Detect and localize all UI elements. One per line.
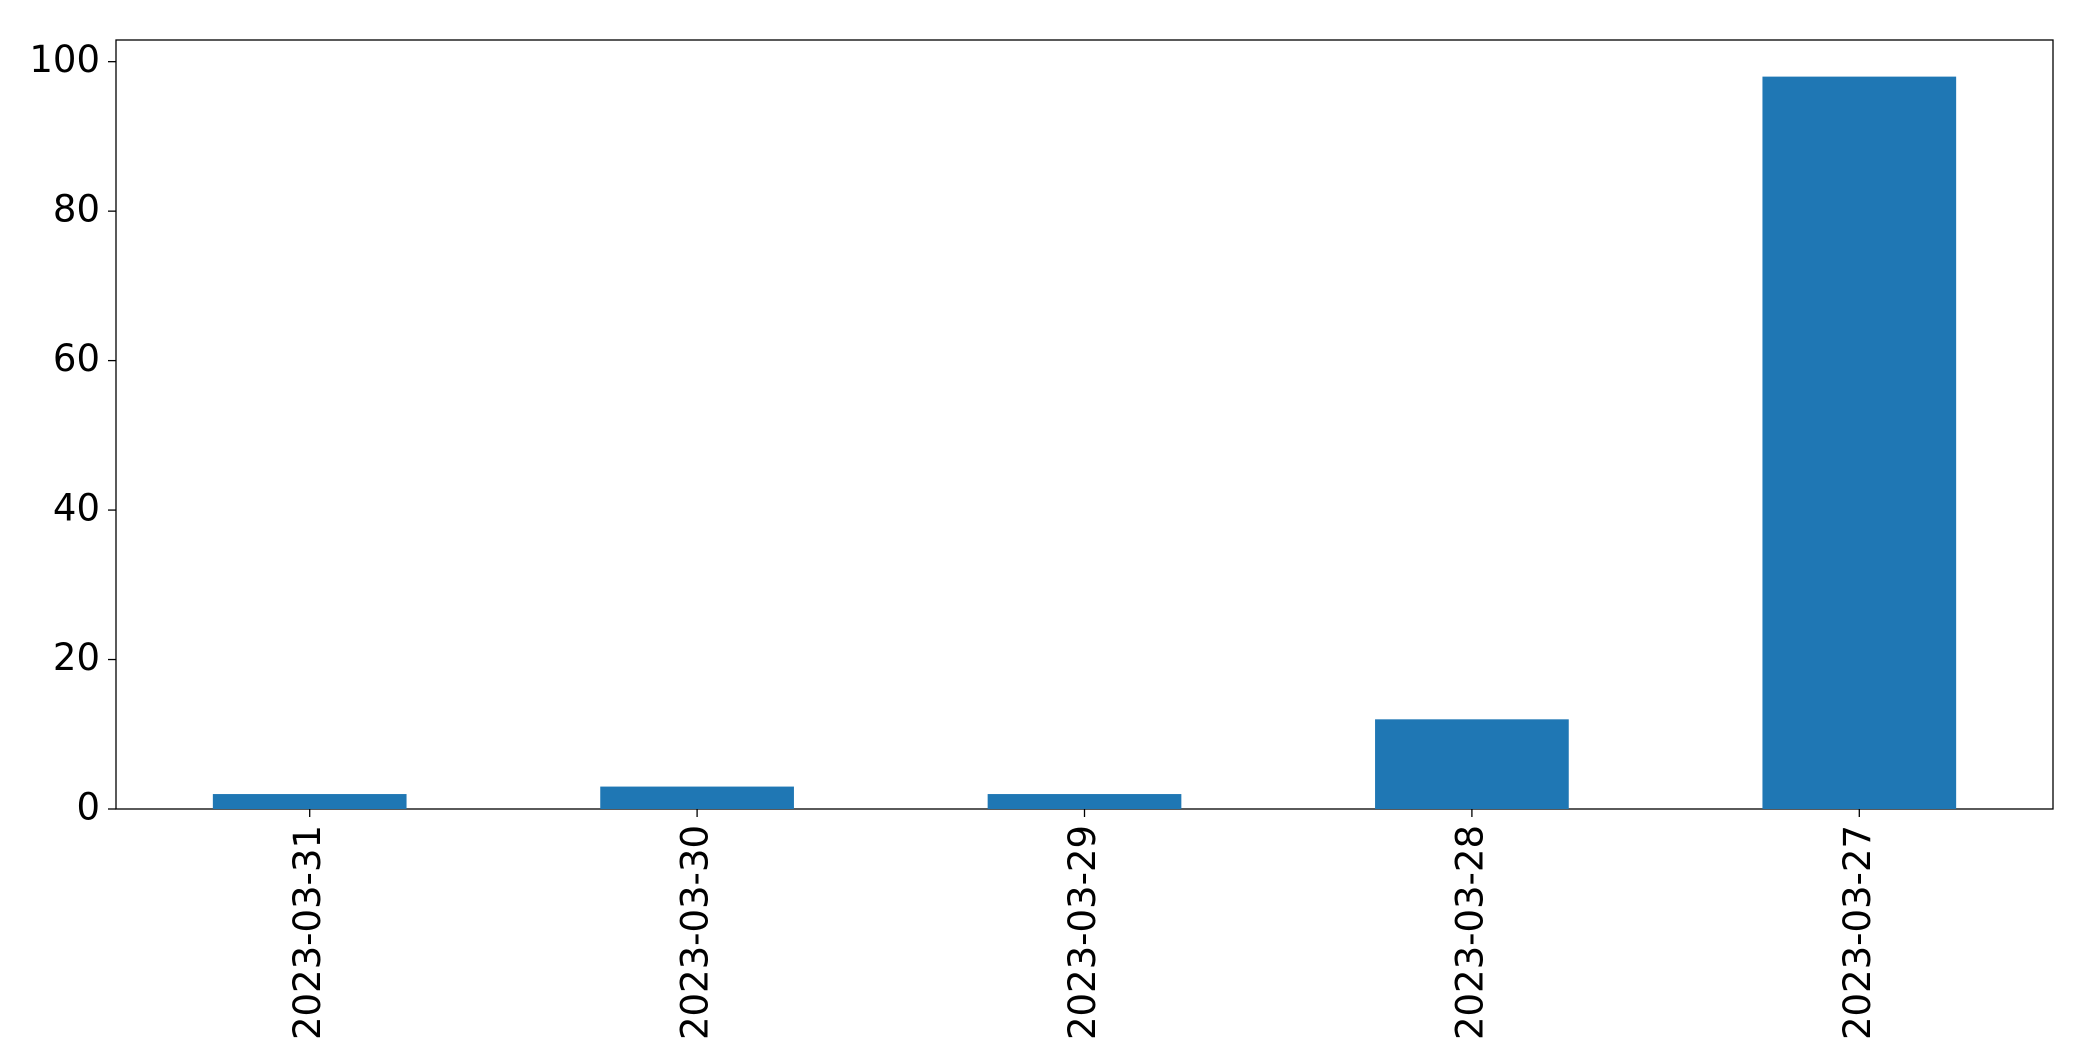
- bar: [987, 794, 1182, 809]
- bar: [212, 794, 407, 809]
- y-tick-label: 80: [53, 188, 100, 231]
- y-tick-label: 40: [53, 487, 100, 530]
- bar: [1762, 76, 1957, 810]
- bar: [1375, 719, 1569, 809]
- y-tick-label: 0: [76, 786, 100, 829]
- x-tick-label: 2023-03-29: [1061, 825, 1104, 1040]
- x-tick-label: 2023-03-30: [674, 825, 717, 1040]
- x-tick-label: 2023-03-27: [1836, 825, 1879, 1040]
- x-tick-label: 2023-03-31: [286, 825, 329, 1040]
- x-tick-label: 2023-03-28: [1448, 825, 1491, 1040]
- bar: [600, 786, 794, 809]
- y-tick-label: 100: [29, 38, 100, 81]
- y-tick-label: 20: [53, 636, 100, 679]
- y-tick-label: 60: [53, 337, 100, 380]
